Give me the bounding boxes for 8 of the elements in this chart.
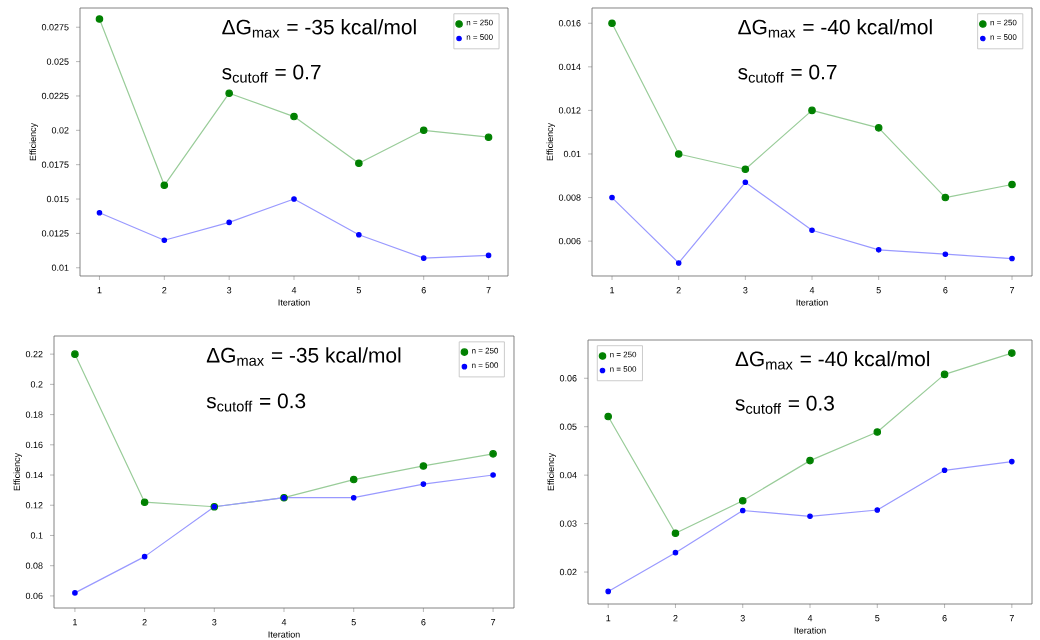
annotation: ΔG$_{max}$ = -35 kcal/mol	[206, 347, 401, 366]
annotation: s$_{cutoff}$ = 0.7	[738, 64, 837, 83]
annotation: ΔG$_{max}$ = -40 kcal/mol	[738, 19, 932, 38]
annotation: ΔG$_{max}$ = -40 kcal/mol	[735, 350, 930, 370]
annotation: s$_{cutoff}$ = 0.7	[222, 64, 321, 83]
annotation: s$_{cutoff}$ = 0.3	[206, 393, 306, 412]
annotation: s$_{cutoff}$ = 0.3	[735, 395, 834, 414]
annotation: ΔG$_{max}$ = -35 kcal/mol	[222, 19, 416, 38]
